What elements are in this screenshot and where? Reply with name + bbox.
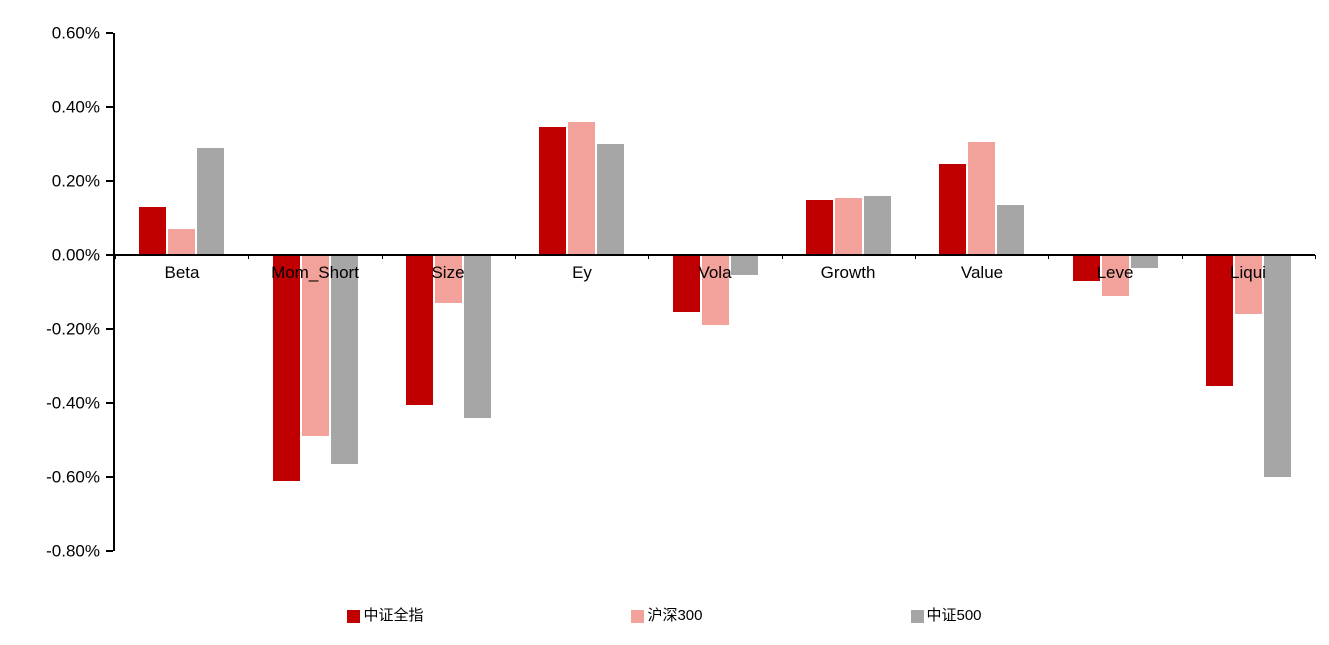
- bar-Liqui-中证500: [1264, 255, 1291, 477]
- x-axis-tick-mark: [782, 255, 783, 259]
- y-axis-tick-mark: [106, 106, 113, 108]
- x-axis-category-label: Ey: [572, 263, 592, 282]
- y-axis-tick-label: 0.60%: [51, 23, 100, 43]
- x-axis-tick-mark: [1048, 255, 1049, 259]
- x-axis-category-label: Growth: [820, 263, 876, 282]
- bar-Mom_Short-中证全指: [273, 255, 300, 481]
- y-axis-tick-label: -0.20%: [46, 319, 100, 339]
- bar-Size-沪深300: [435, 255, 462, 303]
- legend-swatch-icon: [347, 609, 361, 623]
- y-axis-tick-mark: [106, 402, 113, 404]
- x-axis-category-label: Beta: [164, 263, 200, 282]
- bar-Vola-沪深300: [702, 255, 729, 325]
- bar-Value-沪深300: [968, 142, 995, 255]
- bar-Beta-中证全指: [139, 207, 166, 255]
- bar-Mom_Short-沪深300: [302, 255, 329, 436]
- bar-Beta-中证500: [197, 148, 224, 255]
- bar-Size-中证全指: [406, 255, 433, 405]
- legend-swatch-icon: [910, 609, 924, 623]
- x-axis-tick-mark: [515, 255, 516, 259]
- x-axis-category-label: Size: [431, 263, 465, 282]
- bar-Vola-中证500: [731, 255, 758, 275]
- x-axis-category-label: Liqui: [1230, 263, 1266, 282]
- y-axis-tick-label: 0.00%: [51, 245, 100, 265]
- legend-label: 中证500: [926, 607, 982, 624]
- y-axis-tick-mark: [106, 328, 113, 330]
- y-axis-tick-mark: [106, 550, 113, 552]
- x-axis-category-label: Vola: [698, 263, 732, 282]
- bar-Ey-中证全指: [539, 127, 566, 255]
- y-axis-tick-label: -0.60%: [46, 467, 100, 487]
- y-axis-tick-mark: [106, 476, 113, 478]
- y-axis-tick-mark: [106, 254, 113, 256]
- y-axis-tick-label: -0.40%: [46, 393, 100, 413]
- x-axis-tick-mark: [1315, 255, 1316, 259]
- x-axis-tick-mark: [248, 255, 249, 259]
- bar-Value-中证500: [997, 205, 1024, 255]
- x-axis-tick-mark: [382, 255, 383, 259]
- x-axis-tick-mark: [1182, 255, 1183, 259]
- x-axis-tick-mark: [648, 255, 649, 259]
- bar-Leve-中证全指: [1073, 255, 1100, 281]
- y-axis-tick-label: -0.80%: [46, 541, 100, 561]
- bar-Ey-中证500: [597, 144, 624, 255]
- legend-swatch-icon: [631, 609, 645, 623]
- bar-Growth-中证全指: [806, 200, 833, 256]
- legend-label: 中证全指: [363, 607, 424, 624]
- y-axis-tick-label: 0.20%: [51, 171, 100, 191]
- bar-Value-中证全指: [939, 164, 966, 255]
- bar-Growth-沪深300: [835, 198, 862, 255]
- y-axis-tick-mark: [106, 180, 113, 182]
- legend-item: 沪深300: [631, 607, 703, 624]
- x-axis-category-label: Mom_Short: [271, 263, 359, 282]
- bar-Leve-中证500: [1131, 255, 1158, 268]
- y-axis-line: [113, 33, 115, 551]
- chart-legend: 中证全指 沪深300 中证500: [0, 608, 1329, 624]
- x-axis-category-label: Value: [960, 263, 1004, 282]
- y-axis-tick-mark: [106, 32, 113, 34]
- legend-item: 中证全指: [347, 608, 423, 624]
- x-axis-category-label: Leve: [1096, 263, 1134, 282]
- bar-Leve-沪深300: [1102, 255, 1129, 296]
- legend-label: 沪深300: [647, 607, 703, 624]
- bar-Beta-沪深300: [168, 229, 195, 255]
- bar-Liqui-沪深300: [1235, 255, 1262, 314]
- bar-Liqui-中证全指: [1206, 255, 1233, 386]
- legend-item: 中证500: [910, 607, 982, 624]
- bar-Size-中证500: [464, 255, 491, 418]
- bar-Ey-沪深300: [568, 122, 595, 255]
- bar-Vola-中证全指: [673, 255, 700, 312]
- bar-Growth-中证500: [864, 196, 891, 255]
- x-axis-line: [113, 254, 1315, 256]
- y-axis-tick-label: 0.40%: [51, 97, 100, 117]
- bar-Mom_Short-中证500: [331, 255, 358, 464]
- x-axis-tick-mark: [915, 255, 916, 259]
- x-axis-tick-mark: [115, 255, 116, 259]
